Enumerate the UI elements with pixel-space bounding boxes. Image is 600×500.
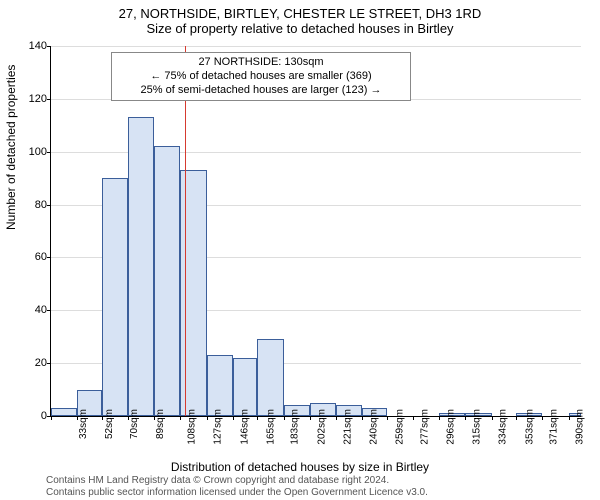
x-tick-mark: [387, 416, 388, 420]
y-tick-label: 140: [21, 40, 47, 52]
annotation-box: 27 NORTHSIDE: 130sqm ← 75% of detached h…: [111, 52, 411, 101]
footer-line1: Contains HM Land Registry data © Crown c…: [46, 475, 428, 487]
chart-title-main: 27, NORTHSIDE, BIRTLEY, CHESTER LE STREE…: [0, 0, 600, 21]
x-tick-mark: [465, 416, 466, 420]
property-marker-line: [185, 46, 186, 416]
x-tick-label: 259sqm: [395, 409, 406, 445]
histogram-bar: [154, 146, 180, 416]
x-tick-mark: [362, 416, 363, 420]
annotation-line3: 25% of semi-detached houses are larger (…: [118, 84, 404, 98]
x-tick-mark: [77, 416, 78, 420]
x-tick-mark: [284, 416, 285, 420]
x-tick-mark: [516, 416, 517, 420]
y-tick-mark: [47, 205, 51, 206]
x-tick-label: 334sqm: [498, 409, 509, 445]
y-tick-mark: [47, 363, 51, 364]
x-tick-mark: [51, 416, 52, 420]
x-tick-mark: [439, 416, 440, 420]
x-tick-mark: [413, 416, 414, 420]
chart-title-sub: Size of property relative to detached ho…: [0, 21, 600, 36]
y-tick-label: 120: [21, 93, 47, 105]
x-tick-mark: [492, 416, 493, 420]
x-tick-label: 70sqm: [129, 409, 140, 439]
x-axis-label: Distribution of detached houses by size …: [0, 460, 600, 474]
histogram-bar: [207, 355, 233, 416]
x-tick-label: 108sqm: [187, 409, 198, 445]
histogram-bar: [128, 117, 154, 416]
y-axis-label: Number of detached properties: [4, 65, 18, 230]
y-tick-mark: [47, 46, 51, 47]
x-tick-mark: [542, 416, 543, 420]
y-tick-label: 100: [21, 146, 47, 158]
x-tick-mark: [257, 416, 258, 420]
x-tick-label: 89sqm: [155, 409, 166, 439]
x-tick-mark: [336, 416, 337, 420]
x-tick-mark: [154, 416, 155, 420]
annotation-line1: 27 NORTHSIDE: 130sqm: [118, 56, 404, 70]
x-tick-label: 183sqm: [290, 409, 301, 445]
gridline: [51, 46, 581, 47]
x-tick-label: 52sqm: [104, 409, 115, 439]
plot-area: 02040608010012014033sqm52sqm70sqm89sqm10…: [50, 46, 581, 417]
histogram-bar: [233, 358, 258, 416]
footer-attribution: Contains HM Land Registry data © Crown c…: [46, 475, 428, 498]
x-tick-mark: [128, 416, 129, 420]
x-tick-label: 146sqm: [239, 409, 250, 445]
footer-line2: Contains public sector information licen…: [46, 487, 428, 499]
x-tick-label: 315sqm: [472, 409, 483, 445]
x-tick-mark: [310, 416, 311, 420]
x-tick-label: 33sqm: [78, 409, 89, 439]
x-tick-label: 390sqm: [575, 409, 586, 445]
annotation-line2: ← 75% of detached houses are smaller (36…: [118, 70, 404, 84]
x-tick-mark: [233, 416, 234, 420]
x-tick-label: 202sqm: [316, 409, 327, 445]
y-tick-label: 40: [21, 304, 47, 316]
y-tick-label: 20: [21, 357, 47, 369]
x-tick-label: 127sqm: [213, 409, 224, 445]
x-tick-label: 165sqm: [265, 409, 276, 445]
x-tick-label: 296sqm: [446, 409, 457, 445]
y-tick-mark: [47, 152, 51, 153]
y-tick-mark: [47, 99, 51, 100]
y-tick-mark: [47, 310, 51, 311]
histogram-bar: [257, 339, 283, 416]
x-tick-mark: [569, 416, 570, 420]
x-tick-label: 221sqm: [342, 409, 353, 445]
y-tick-label: 80: [21, 199, 47, 211]
histogram-bar: [51, 408, 77, 416]
x-tick-mark: [102, 416, 103, 420]
x-tick-label: 353sqm: [524, 409, 535, 445]
x-tick-mark: [207, 416, 208, 420]
y-tick-label: 0: [21, 410, 47, 422]
y-tick-mark: [47, 257, 51, 258]
x-tick-label: 240sqm: [369, 409, 380, 445]
x-tick-mark: [180, 416, 181, 420]
histogram-chart: 27, NORTHSIDE, BIRTLEY, CHESTER LE STREE…: [0, 0, 600, 500]
y-tick-label: 60: [21, 251, 47, 263]
x-tick-label: 371sqm: [549, 409, 560, 445]
histogram-bar: [102, 178, 128, 416]
x-tick-label: 277sqm: [419, 409, 430, 445]
